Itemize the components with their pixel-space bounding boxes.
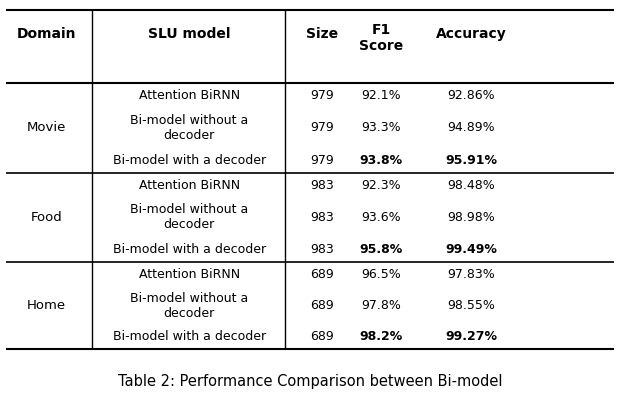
Text: 98.55%: 98.55% bbox=[447, 299, 495, 312]
Text: Attention BiRNN: Attention BiRNN bbox=[138, 268, 240, 281]
Text: Home: Home bbox=[27, 299, 66, 312]
Text: 983: 983 bbox=[311, 242, 334, 256]
Text: Bi-model with a decoder: Bi-model with a decoder bbox=[113, 154, 265, 166]
Text: 92.1%: 92.1% bbox=[361, 89, 401, 102]
Text: 983: 983 bbox=[311, 211, 334, 224]
Text: 92.3%: 92.3% bbox=[361, 179, 401, 192]
Text: Attention BiRNN: Attention BiRNN bbox=[138, 89, 240, 102]
Text: Movie: Movie bbox=[27, 121, 66, 135]
Text: 98.2%: 98.2% bbox=[360, 330, 403, 343]
Text: 99.27%: 99.27% bbox=[445, 330, 497, 343]
Text: 93.3%: 93.3% bbox=[361, 121, 401, 135]
Text: 689: 689 bbox=[311, 268, 334, 281]
Text: SLU model: SLU model bbox=[148, 27, 231, 41]
Text: 979: 979 bbox=[311, 121, 334, 135]
Text: 689: 689 bbox=[311, 299, 334, 312]
Text: 94.89%: 94.89% bbox=[448, 121, 495, 135]
Text: Attention BiRNN: Attention BiRNN bbox=[138, 179, 240, 192]
Text: F1
Score: F1 Score bbox=[359, 23, 404, 53]
Text: Table 2: Performance Comparison between Bi-model: Table 2: Performance Comparison between … bbox=[118, 374, 502, 389]
Text: Bi-model without a
decoder: Bi-model without a decoder bbox=[130, 292, 248, 320]
Text: 93.6%: 93.6% bbox=[361, 211, 401, 224]
Text: 983: 983 bbox=[311, 179, 334, 192]
Text: Bi-model without a
decoder: Bi-model without a decoder bbox=[130, 203, 248, 231]
Text: 979: 979 bbox=[311, 89, 334, 102]
Text: 97.8%: 97.8% bbox=[361, 299, 401, 312]
Text: 96.5%: 96.5% bbox=[361, 268, 401, 281]
Text: Domain: Domain bbox=[17, 27, 76, 41]
Text: Bi-model with a decoder: Bi-model with a decoder bbox=[113, 330, 265, 343]
Text: Accuracy: Accuracy bbox=[436, 27, 507, 41]
Text: 93.8%: 93.8% bbox=[360, 154, 403, 166]
Text: Bi-model without a
decoder: Bi-model without a decoder bbox=[130, 114, 248, 142]
Text: 92.86%: 92.86% bbox=[448, 89, 495, 102]
Text: 979: 979 bbox=[311, 154, 334, 166]
Text: 689: 689 bbox=[311, 330, 334, 343]
Text: Bi-model with a decoder: Bi-model with a decoder bbox=[113, 242, 265, 256]
Text: 95.91%: 95.91% bbox=[445, 154, 497, 166]
Text: 99.49%: 99.49% bbox=[445, 242, 497, 256]
Text: 98.48%: 98.48% bbox=[447, 179, 495, 192]
Text: Size: Size bbox=[306, 27, 339, 41]
Text: 97.83%: 97.83% bbox=[447, 268, 495, 281]
Text: 95.8%: 95.8% bbox=[360, 242, 403, 256]
Text: Food: Food bbox=[30, 211, 63, 224]
Text: 98.98%: 98.98% bbox=[447, 211, 495, 224]
